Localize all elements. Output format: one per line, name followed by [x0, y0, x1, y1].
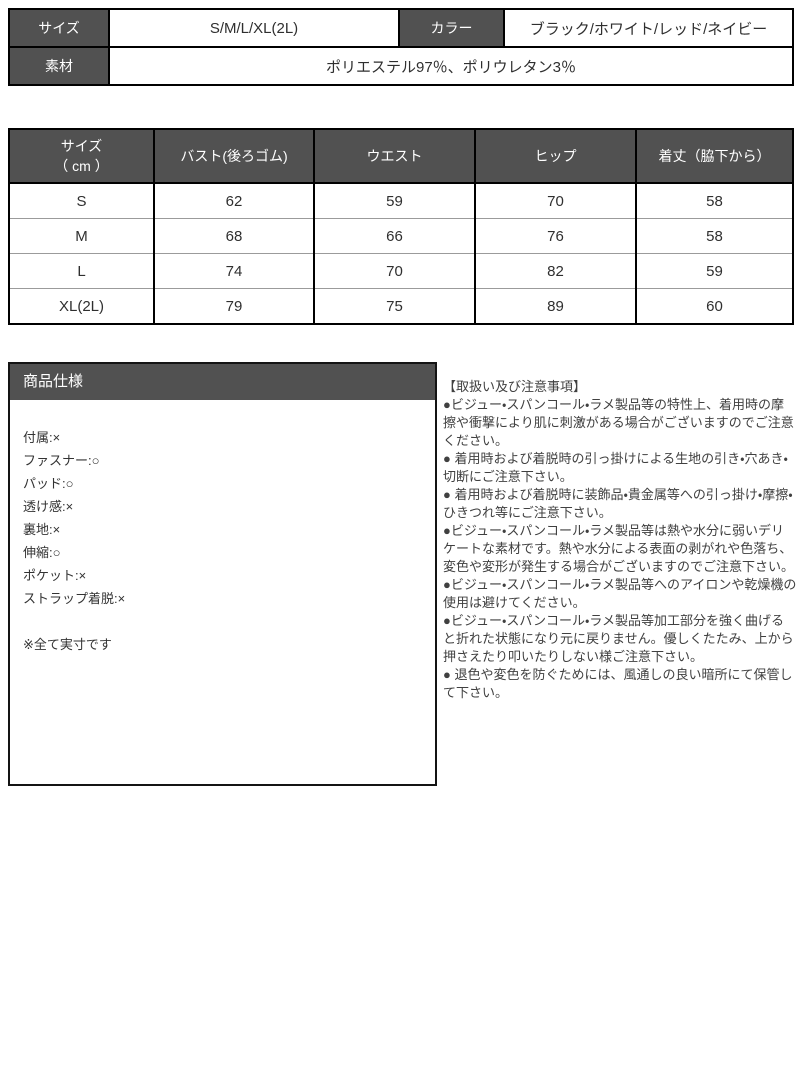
cell-length: 58 — [635, 218, 794, 254]
spec-item-fastener: ファスナー:○ — [23, 453, 100, 468]
care-notices-title: 【取扱い及び注意事項】 — [443, 379, 587, 394]
product-spec-title-bar: 商品仕様 — [10, 364, 435, 400]
cell-hip: 82 — [474, 253, 637, 289]
size-chart-table: サイズ （ cm ） バスト(後ろゴム) ウエスト ヒップ 着丈（脇下から） S… — [8, 128, 794, 325]
table-row-xl: XL(2L) 79 75 89 60 — [8, 288, 794, 325]
row-label: M — [8, 218, 155, 254]
header-waist: ウエスト — [313, 128, 476, 184]
row-label: L — [8, 253, 155, 289]
size-chart-header-row: サイズ （ cm ） バスト(後ろゴム) ウエスト ヒップ 着丈（脇下から） — [8, 128, 794, 184]
care-notice-item: ●ビジュー・スパンコール・ラメ製品等加工部分を強く曲げると折れた状態になり元に戻… — [443, 613, 794, 664]
cell-waist: 59 — [313, 182, 476, 219]
cell-length: 60 — [635, 288, 794, 325]
header-length: 着丈（脇下から） — [635, 128, 794, 184]
cell-waist: 66 — [313, 218, 476, 254]
size-value-cell: S/M/L/XL(2L) — [108, 8, 400, 48]
cell-bust: 62 — [153, 182, 315, 219]
spec-item-lining: 裏地:× — [23, 522, 61, 537]
header-size-cm: サイズ （ cm ） — [8, 128, 155, 184]
material-label-cell: 素材 — [8, 46, 110, 86]
spec-item-pad: パッド:○ — [23, 476, 74, 491]
measurement-note: ※全て実寸です — [23, 637, 112, 652]
cell-bust: 79 — [153, 288, 315, 325]
care-notice-item: ●ビジュー・スパンコール・ラメ製品等は熱や水分に弱いデリケートな素材です。熱や水… — [443, 523, 795, 574]
material-value-cell: ポリエステル97％、ポリウレタン3％ — [108, 46, 794, 86]
cell-length: 59 — [635, 253, 794, 289]
spec-item-stretch: 伸縮:○ — [23, 545, 61, 560]
cell-hip: 89 — [474, 288, 637, 325]
cell-hip: 70 — [474, 182, 637, 219]
row-label: S — [8, 182, 155, 219]
spec-item-strap: ストラップ着脱:× — [23, 591, 126, 606]
table-row-m: M 68 66 76 58 — [8, 218, 794, 254]
spec-table: サイズ S/M/L/XL(2L) カラー ブラック/ホワイト/レッド/ネイビー … — [8, 8, 794, 86]
product-spec-list: 付属:× ファスナー:○ パッド:○ 透け感:× 裏地:× 伸縮:○ ポケット:… — [10, 400, 435, 656]
spec-row-size-color: サイズ S/M/L/XL(2L) カラー ブラック/ホワイト/レッド/ネイビー — [8, 8, 794, 48]
cell-hip: 76 — [474, 218, 637, 254]
color-value-cell: ブラック/ホワイト/レッド/ネイビー — [503, 8, 794, 48]
care-notice-item: ● 着用時および着脱時の引っ掛けによる生地の引き・穴あき・切断にご注意下さい。 — [443, 451, 788, 484]
table-row-l: L 74 70 82 59 — [8, 253, 794, 289]
header-bust: バスト(後ろゴム) — [153, 128, 315, 184]
size-label-cell: サイズ — [8, 8, 110, 48]
cell-bust: 74 — [153, 253, 315, 289]
cell-length: 58 — [635, 182, 794, 219]
care-notices: 【取扱い及び注意事項】 ●ビジュー・スパンコール・ラメ製品等の特性上、着用時の摩… — [443, 378, 797, 702]
header-hip: ヒップ — [474, 128, 637, 184]
table-row-s: S 62 59 70 58 — [8, 182, 794, 219]
spec-item-pocket: ポケット:× — [23, 568, 87, 583]
spec-item-accessory: 付属:× — [23, 430, 61, 445]
cell-waist: 75 — [313, 288, 476, 325]
care-notice-item: ●ビジュー・スパンコール・ラメ製品等へのアイロンや乾燥機の使用は避けてください。 — [443, 577, 797, 610]
spec-item-sheer: 透け感:× — [23, 499, 74, 514]
cell-bust: 68 — [153, 218, 315, 254]
row-label: XL(2L) — [8, 288, 155, 325]
care-notice-item: ●ビジュー・スパンコール・ラメ製品等の特性上、着用時の摩擦や衝撃により肌に刺激が… — [443, 397, 794, 448]
color-label-cell: カラー — [398, 8, 505, 48]
care-notice-item: ● 着用時および着脱時に装飾品・貴金属等への引っ掛け・摩擦・ひきつれ等にご注意下… — [443, 487, 793, 520]
cell-waist: 70 — [313, 253, 476, 289]
product-spec-box: 商品仕様 付属:× ファスナー:○ パッド:○ 透け感:× 裏地:× 伸縮:○ … — [8, 362, 437, 786]
spec-row-material: 素材 ポリエステル97％、ポリウレタン3％ — [8, 46, 794, 86]
care-notice-item: ● 退色や変色を防ぐためには、風通しの良い暗所にて保管して下さい。 — [443, 667, 793, 700]
